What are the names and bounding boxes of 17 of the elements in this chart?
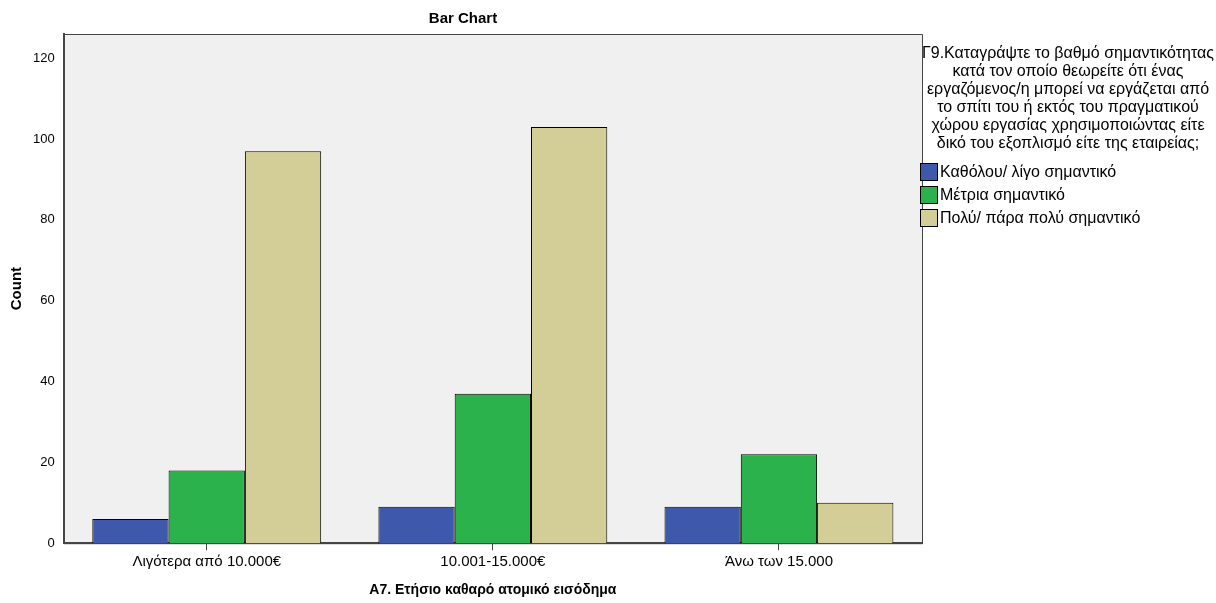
y-axis-title: Count [7, 266, 25, 311]
y-tick-label: 80 [40, 211, 55, 227]
x-axis-title: A7. Ετήσιο καθαρό ατομικό εισόδημα [369, 581, 617, 598]
y-tick-label: 60 [40, 292, 55, 308]
y-tick-label: 100 [32, 130, 55, 146]
y-tick-label: 120 [32, 49, 55, 65]
x-tick-label: Άνω των 15.000 [724, 552, 833, 570]
y-tick-label: 20 [40, 453, 55, 469]
legend-label: Μέτρια σημαντικό [940, 185, 1065, 204]
legend-label: Καθόλου/ λίγο σημαντικό [940, 162, 1117, 181]
legend-title: Γ9.Καταγράψτε το βαθμό σημαντικότητας κατά τον οποίο θεωρείτε ότι ένας εργαζόμενος/η μπορεί να εργάζεται από το σπίτι του ή εκτός του πραγματικού χώρου εργασίας χρησιμοποιώντας είτε δικό του εξοπλισμό είτε της εταιρείας; [920, 44, 1216, 152]
y-tick-label: 40 [40, 373, 55, 389]
legend-label: Πολύ/ πάρα πολύ σημαντικό [940, 208, 1141, 227]
x-tick-label: 10.001-15.000€ [440, 552, 547, 570]
x-tick-label: Λιγότερα από 10.000€ [132, 552, 282, 570]
y-tick-label: 0 [47, 534, 55, 550]
chart-title: Bar Chart [428, 9, 498, 27]
